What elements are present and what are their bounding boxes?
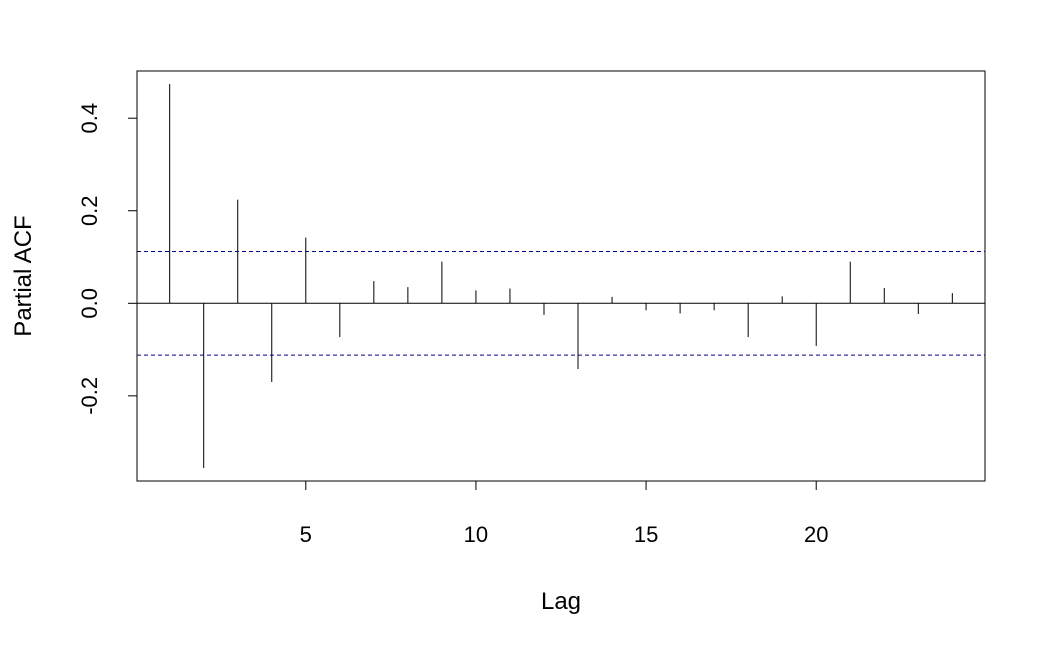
x-axis-title: Lag	[541, 588, 581, 615]
x-axis: 5 10 15 20	[300, 480, 828, 547]
x-tick-label-15: 15	[634, 522, 658, 547]
pacf-spikes	[169, 83, 953, 469]
x-tick-label-20: 20	[804, 522, 828, 547]
y-tick-label-0: 0.0	[77, 288, 102, 319]
y-axis-title: Partial ACF	[10, 215, 37, 336]
plot-frame	[136, 70, 986, 482]
y-tick-label--0.2: -0.2	[77, 377, 102, 415]
y-tick-label-0.2: 0.2	[77, 195, 102, 226]
confidence-bounds	[137, 250, 985, 356]
x-tick-label-10: 10	[464, 522, 488, 547]
y-axis: -0.2 0.0 0.2 0.4	[77, 103, 138, 415]
x-tick-label-5: 5	[300, 522, 312, 547]
y-tick-label-0.4: 0.4	[77, 103, 102, 134]
